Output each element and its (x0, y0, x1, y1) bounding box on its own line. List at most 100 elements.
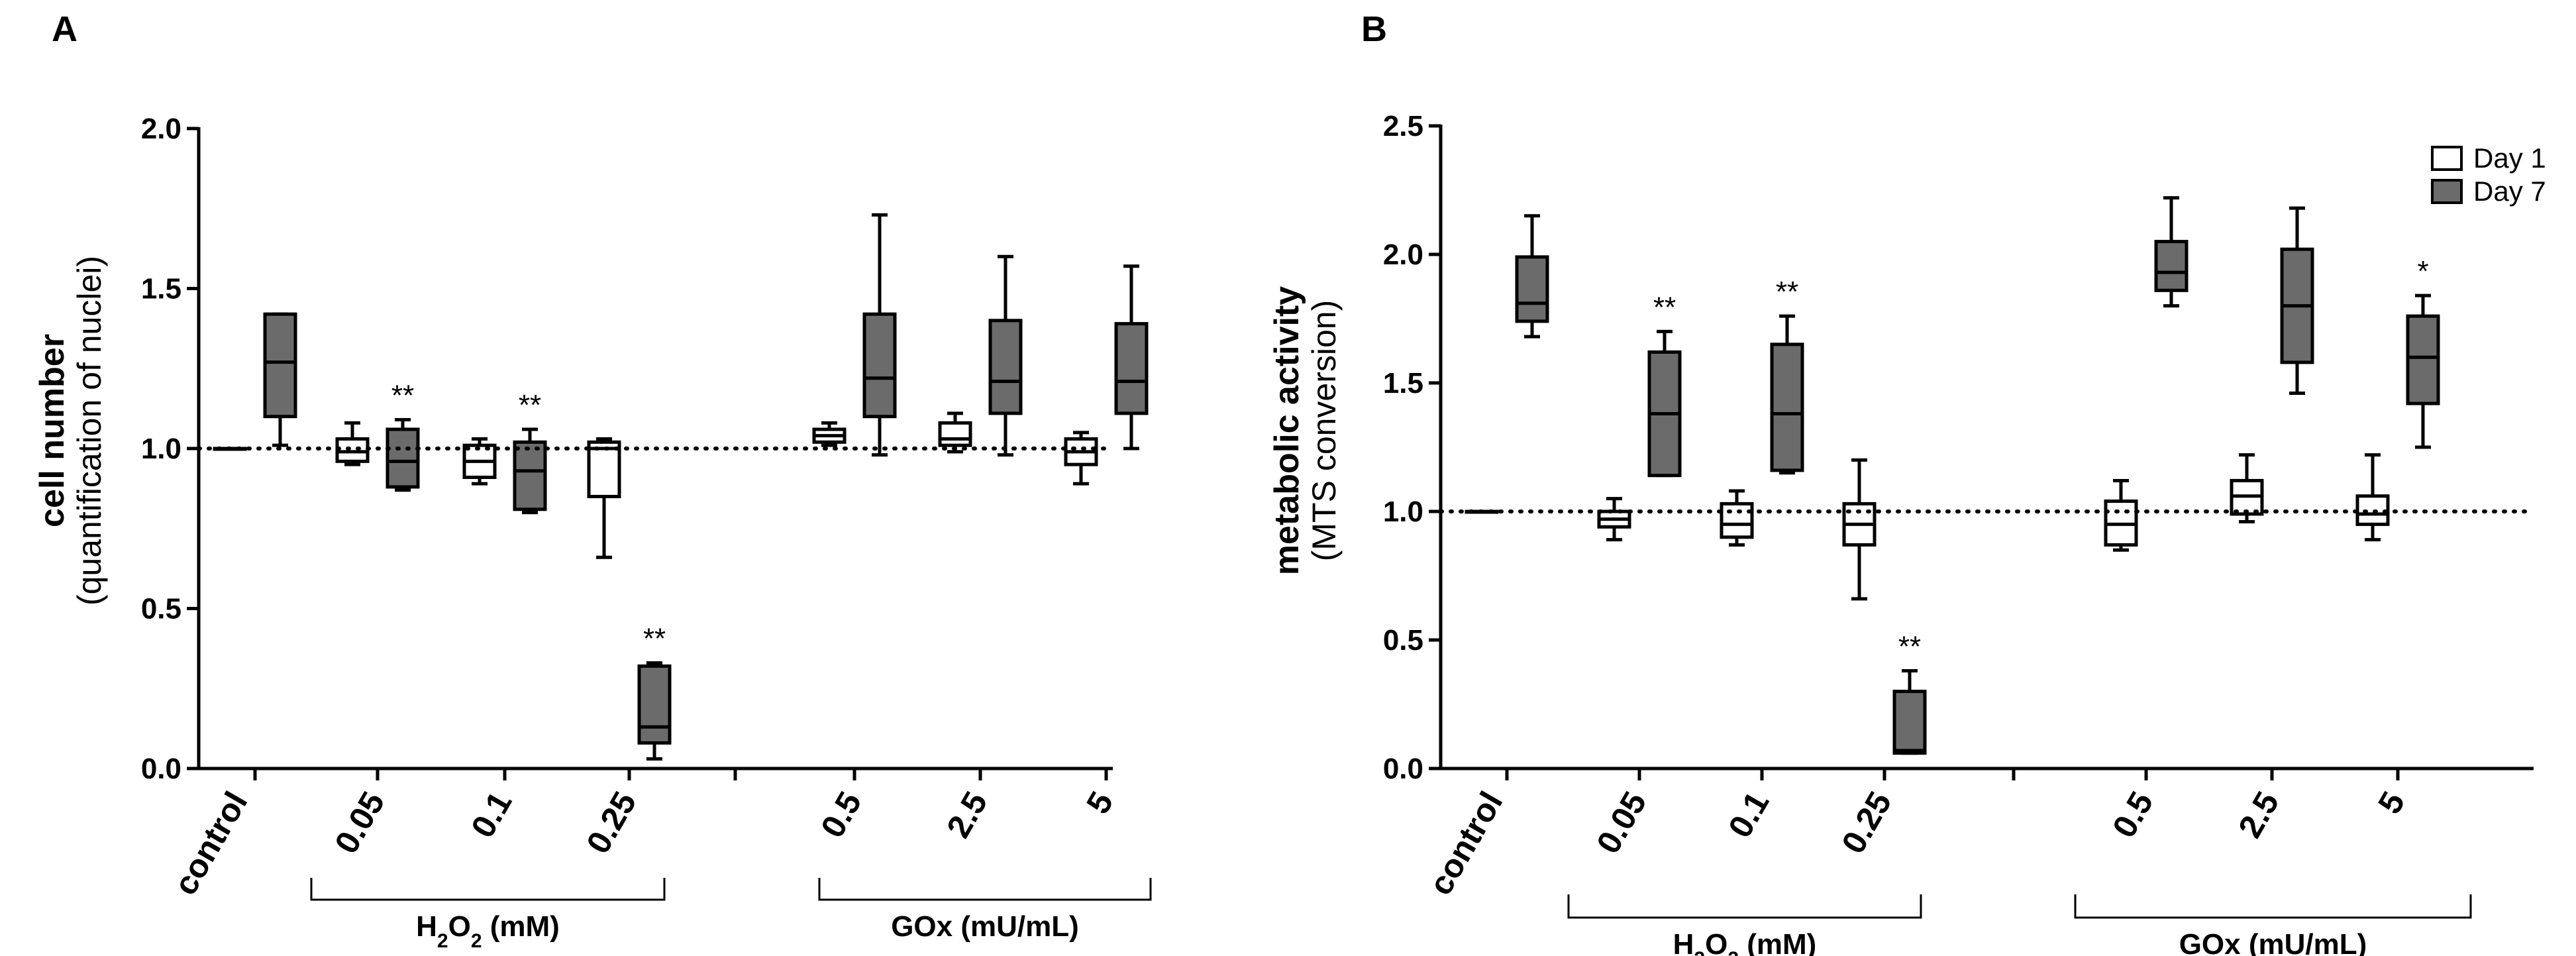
x-tick-label: control (1421, 786, 1510, 902)
group-label-part: H (416, 910, 437, 943)
group-label-subscript: 2 (1694, 948, 1705, 956)
significance-label: ** (391, 380, 414, 412)
group-label-part: GOx (mU/mL) (2179, 928, 2367, 956)
group-bracket (818, 878, 1152, 901)
day7-box (513, 427, 547, 515)
day7-box (1892, 669, 1927, 755)
box-iqr (1770, 343, 1804, 472)
day7-box (1770, 314, 1804, 475)
x-tick-label: 0.1 (464, 786, 519, 844)
y-tick-label: 0.0 (1383, 753, 1423, 785)
x-tick-label: 0.5 (813, 786, 868, 844)
y-tick-label: 0.0 (141, 753, 181, 785)
day1-box (1597, 497, 1631, 542)
day1-box (335, 421, 370, 466)
y-tick-label: 2.0 (1383, 239, 1423, 271)
legend-swatch-day1 (2431, 146, 2463, 171)
x-tick-label: 2.5 (2231, 786, 2286, 844)
x-tick-label: 0.25 (1834, 786, 1898, 860)
group-label-part: H (1673, 928, 1694, 956)
box-iqr (938, 421, 972, 447)
group-label: GOx (mU/mL) (2179, 928, 2367, 956)
panel-letter: B (1361, 9, 1387, 49)
panel-a: A 0.0 0.5 1.0 1.5 2.0 control 0.05 0.1 0.25 0.5 2.5… (33, 9, 1152, 952)
day7-box (637, 661, 672, 761)
significance-label: ** (1776, 276, 1798, 308)
significance-label: * (2417, 255, 2428, 288)
y-axis-title-sub: (quantification of nuclei) (71, 256, 108, 606)
box-iqr (2406, 314, 2440, 405)
y-axis-title-sub: (MTS conversion) (1306, 300, 1343, 562)
y-tick-label: 1.0 (1383, 496, 1423, 528)
y-axis-title-main: metabolic activity (1268, 286, 1306, 575)
group-label-part: (mM) (482, 910, 560, 943)
day1-box (587, 437, 621, 559)
x-tick-label: 0.05 (1589, 786, 1653, 860)
group-bracket (1567, 894, 1922, 919)
y-tick-label: 2.5 (1383, 110, 1423, 142)
x-tick-label: 5 (2371, 786, 2412, 820)
box-iqr (2154, 240, 2189, 292)
day7-box (862, 213, 897, 457)
panel-letter: A (52, 9, 77, 49)
box-iqr (637, 664, 672, 745)
group-label: H2O2 (mM) (1673, 928, 1817, 956)
day7-box (386, 418, 420, 492)
x-tick-label: 2.5 (939, 786, 994, 844)
y-tick-label: 1.5 (141, 273, 181, 305)
day1-box (1720, 489, 1754, 547)
significance-label: ** (1898, 631, 1921, 663)
day7-box (263, 312, 297, 447)
box-iqr (386, 427, 420, 489)
group-label: GOx (mU/mL) (891, 910, 1079, 943)
x-tick-label: 0.05 (327, 786, 391, 860)
x-tick-label: 0.25 (579, 786, 643, 860)
y-axis-title: cell number(quantification of nuclei) (33, 256, 108, 606)
y-tick-label: 1.5 (1383, 367, 1423, 399)
day7-box (1647, 329, 1682, 478)
legend-label-day7: Day 7 (2473, 176, 2546, 207)
box-iqr (1892, 690, 1927, 755)
y-tick-label: 2.0 (141, 113, 181, 145)
day1-box (462, 437, 497, 486)
day7-box (2280, 206, 2314, 396)
x-tick-label: 0.5 (2105, 786, 2160, 844)
group-label-subscript: 2 (1727, 948, 1739, 956)
day7-box (1515, 214, 1549, 339)
day1-box (2355, 453, 2390, 542)
box-iqr (1515, 255, 1549, 323)
day1-box (812, 421, 847, 447)
group-bracket (2074, 894, 2472, 919)
significance-label: ** (519, 389, 541, 421)
significance-label: ** (643, 623, 666, 655)
group-label-part: (mM) (1739, 928, 1816, 956)
box-iqr (513, 440, 547, 511)
box-iqr (862, 312, 897, 419)
y-axis-title: metabolic activity(MTS conversion) (1268, 286, 1343, 575)
day7-box (2406, 293, 2440, 449)
box-iqr (1114, 322, 1149, 415)
group-label: H2O2 (mM) (416, 910, 560, 952)
y-tick-label: 0.5 (1383, 624, 1423, 657)
x-tick-label: 0.1 (1721, 786, 1776, 844)
panel-b: B 0.0 0.5 1.0 1.5 2.0 2.5 control 0.05 0.1 0.25 0.5… (1268, 9, 2546, 956)
group-label-part: O (448, 910, 471, 943)
group-label-subscript: 2 (437, 930, 448, 952)
day1-box (1064, 431, 1098, 486)
group-label-part: O (1705, 928, 1727, 956)
x-tick-label: 5 (1079, 786, 1120, 820)
day7-box (2154, 196, 2189, 308)
group-label-subscript: 2 (471, 930, 482, 952)
y-axis-title-main: cell number (33, 334, 72, 527)
day1-box (2230, 453, 2264, 524)
y-tick-label: 0.5 (141, 593, 181, 625)
box-iqr (1720, 502, 1754, 539)
day1-box (938, 411, 972, 454)
legend-swatch-day7 (2431, 179, 2463, 204)
day1-box (1842, 458, 1877, 601)
legend-label-day1: Day 1 (2473, 142, 2546, 174)
group-bracket (310, 878, 666, 901)
day7-box (1114, 264, 1149, 451)
